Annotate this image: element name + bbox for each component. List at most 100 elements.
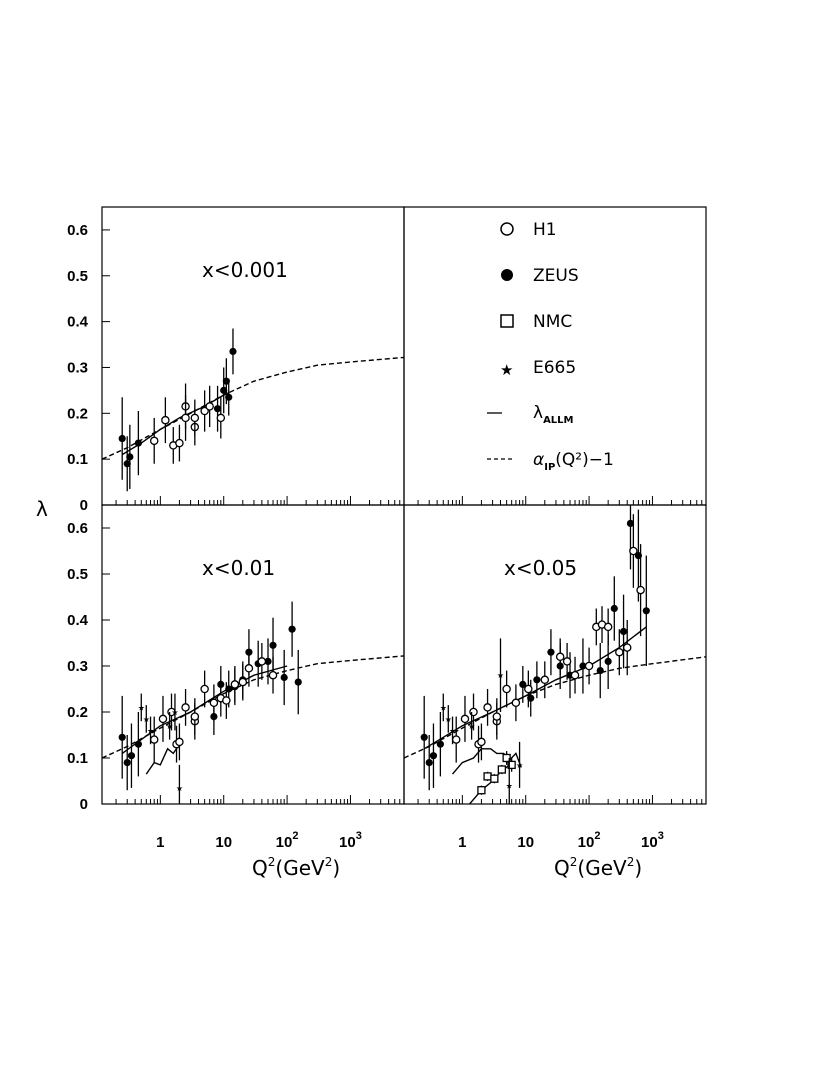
legend-marker-zeus: [501, 269, 513, 281]
data-point-h1: [216, 413, 226, 423]
data-point-zeus: [123, 759, 131, 767]
legend-label-h1: H1: [533, 220, 557, 240]
data-point-e665: ★: [138, 703, 145, 712]
data-point-e665: ★: [468, 722, 475, 731]
panel-body: ★ ★ ★ ★ ★ ★: [102, 601, 404, 804]
data-point-e665: ★: [506, 782, 513, 791]
data-point-zeus: [619, 627, 628, 636]
data-point-e665: ★: [440, 703, 447, 712]
data-point-h1: [570, 670, 580, 680]
data-point-nmc: [477, 786, 486, 795]
x-tick-label: 102: [276, 830, 299, 851]
data-point-nmc: [507, 760, 516, 770]
data-point-zeus: [547, 648, 555, 656]
y-tick-label: 0.1: [67, 451, 88, 468]
data-point-e665: ★: [516, 761, 523, 770]
data-point-h1: [238, 677, 248, 687]
data-point-zeus: [123, 460, 131, 468]
legend-marker-h1: [500, 222, 514, 236]
x-tick-label: 1: [156, 834, 164, 851]
data-point-h1: [511, 698, 521, 708]
data-point-h1: [209, 698, 219, 708]
data-point-h1: [149, 735, 159, 744]
curve-allm-low: [145, 743, 180, 775]
panel-body: ★ ★ ★ ★ ★ ★ ★: [404, 505, 706, 804]
y-tick-label: 0.6: [67, 520, 88, 537]
data-point-h1: [222, 696, 231, 705]
data-point-zeus: [579, 662, 587, 670]
data-point-h1: [181, 413, 190, 423]
data-point-h1: [636, 585, 645, 595]
data-point-zeus: [429, 752, 438, 760]
data-point-h1: [175, 737, 184, 747]
data-point-zeus: [642, 607, 650, 615]
data-point-h1: [158, 714, 168, 724]
data-point-zeus: [436, 740, 444, 748]
data-point-zeus: [134, 439, 142, 447]
data-point-h1: [161, 415, 170, 425]
y-tick-label: 0: [80, 497, 88, 514]
data-point-zeus: [118, 733, 126, 741]
data-point-e665: ★: [449, 726, 456, 735]
data-point-nmc: [490, 774, 499, 783]
data-point-h1: [230, 680, 240, 689]
curve-alpha_ip: [404, 656, 706, 759]
data-point-h1: [622, 643, 632, 652]
x-tick-label: 10: [215, 834, 232, 851]
data-point-e665: ★: [171, 708, 178, 717]
data-point-h1: [181, 703, 190, 712]
data-point-zeus: [126, 453, 134, 461]
data-point-e665: ★: [176, 784, 183, 793]
data-point-nmc: [497, 765, 506, 774]
data-point-h1: [190, 712, 200, 721]
panel-title: x<0.001: [202, 258, 288, 282]
y-tick-label: 0.5: [67, 566, 88, 583]
data-point-h1: [615, 647, 624, 657]
data-point-h1: [149, 436, 159, 446]
data-point-zeus: [288, 625, 296, 633]
data-point-zeus: [610, 604, 618, 613]
data-point-h1: [555, 652, 565, 662]
data-point-h1: [460, 714, 470, 724]
curve-alpha_ip: [102, 655, 404, 759]
y-tick-label: 0.6: [67, 222, 88, 239]
data-point-zeus: [596, 667, 604, 675]
legend-marker-nmc: [500, 314, 514, 328]
x-tick-label: 103: [339, 830, 362, 851]
panel-title: x<0.05: [504, 556, 577, 580]
panel-frame: [101, 504, 405, 805]
data-point-e665: ★: [147, 726, 154, 735]
data-point-zeus: [420, 733, 428, 741]
legend: H1 ZEUS NMC ★ E665 λALLM αIP(Q²)−1: [487, 220, 614, 473]
legend-marker-e665: ★: [500, 361, 513, 379]
data-point-h1: [483, 703, 492, 712]
data-point-h1: [268, 670, 278, 680]
data-point-zeus: [533, 676, 541, 684]
data-point-zeus: [225, 393, 233, 401]
data-point-zeus: [294, 678, 302, 686]
data-point-e665: ★: [445, 715, 452, 724]
data-point-h1: [492, 712, 502, 721]
data-point-nmc: [502, 753, 511, 763]
data-point-zeus: [127, 752, 136, 760]
data-point-zeus: [425, 759, 433, 767]
data-point-zeus: [626, 519, 635, 528]
data-point-h1: [200, 406, 209, 416]
panel-frame: [101, 206, 405, 506]
x-tick-label: 102: [578, 830, 601, 851]
data-point-h1: [562, 657, 572, 666]
data-point-zeus: [519, 680, 527, 689]
data-point-h1: [603, 622, 613, 632]
data-point-h1: [629, 546, 638, 556]
data-point-h1: [584, 661, 594, 671]
legend-label-e665: E665: [533, 358, 576, 378]
data-point-nmc: [483, 772, 492, 781]
data-point-zeus: [134, 740, 142, 748]
x-tick-label: 1: [458, 834, 466, 851]
data-point-zeus: [280, 673, 288, 682]
legend-label-nmc: NMC: [533, 312, 572, 332]
y-tick-label: 0.4: [67, 612, 89, 629]
data-point-zeus: [264, 657, 272, 666]
curve-allm-low: [451, 748, 522, 775]
